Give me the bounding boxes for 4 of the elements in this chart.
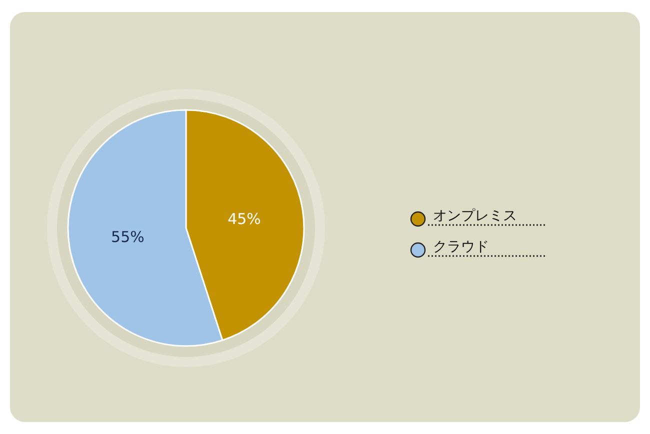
data-label: 55% [111, 228, 144, 246]
legend-label: オンプレミス [433, 208, 517, 224]
legend-label: クラウド [433, 239, 489, 255]
data-label: 45% [228, 210, 261, 228]
